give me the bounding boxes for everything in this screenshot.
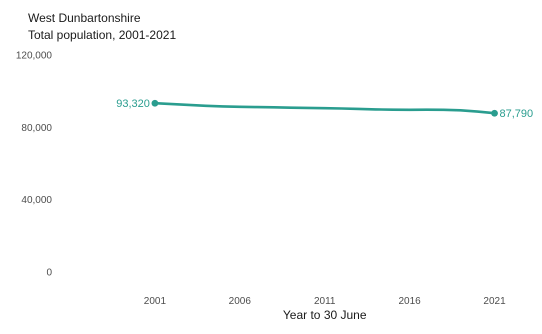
data-labels: 93,320 87,790 [116,98,533,120]
x-axis-title: Year to 30 June [283,308,367,322]
x-tick-label: 2001 [144,296,167,307]
y-tick-label: 0 [46,267,52,278]
data-point [151,99,159,107]
data-point [491,109,498,117]
series-layer [151,99,498,117]
x-tick-label: 2016 [398,296,421,307]
y-tick-label: 120,000 [16,51,53,62]
data-label: 93,320 [116,98,150,110]
x-tick-label: 2011 [314,296,336,307]
y-tick-label: 40,000 [21,195,52,206]
chart-subtitle: Total population, 2001-2021 [28,28,177,42]
chart-title: West Dunbartonshire [28,11,141,25]
x-tick-label: 2006 [229,296,252,307]
series-line [153,101,496,115]
data-label: 87,790 [500,108,534,120]
x-axis: 2001 2006 2011 2016 2021 [144,296,506,307]
y-tick-label: 80,000 [21,123,52,134]
y-axis: 0 40,000 80,000 120,000 [16,51,53,279]
x-tick-label: 2021 [483,296,506,307]
